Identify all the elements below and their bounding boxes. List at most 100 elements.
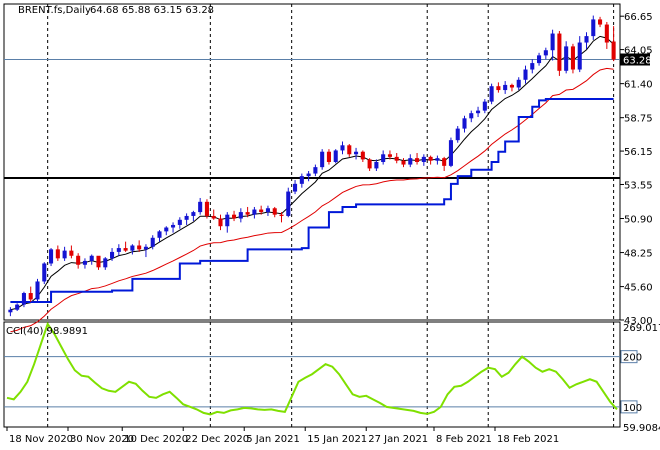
cci-level-box	[620, 400, 638, 414]
bull-candle	[252, 209, 257, 215]
x-tick-label: 8 Feb 2021	[436, 434, 492, 445]
x-tick-label: 22 Dec 2020	[185, 434, 249, 445]
bull-candle	[543, 50, 548, 56]
bull-candle	[35, 281, 40, 300]
bear-candle	[232, 214, 237, 219]
bear-candle	[604, 24, 609, 43]
slow-moving-average	[10, 67, 614, 333]
y-tick-label: 64.05	[624, 46, 653, 57]
bull-candle	[157, 231, 162, 238]
chart-title-symbol: BRENT.fs,Daily	[18, 5, 91, 16]
x-tick-label: 10 Dec 2020	[124, 434, 188, 445]
bull-candle	[191, 212, 196, 216]
bear-candle	[415, 158, 420, 162]
cci-panel-frame	[3, 321, 621, 428]
bull-candle	[523, 69, 528, 80]
bull-candle	[8, 309, 13, 313]
x-tick-label: 18 Nov 2020	[9, 434, 73, 445]
x-tick-label: 5 Jan 2021	[246, 434, 300, 445]
channel-line	[10, 98, 614, 304]
cci-panel	[4, 321, 620, 416]
x-tick-label: 27 Jan 2021	[368, 434, 428, 445]
bull-candle	[374, 162, 379, 169]
cci-tick-label: 269.0172	[623, 323, 660, 334]
bull-candle	[184, 215, 189, 220]
bull-candle	[381, 154, 386, 162]
main-panel	[4, 15, 620, 333]
bear-candle	[611, 41, 616, 60]
bull-candle	[110, 251, 115, 259]
bull-candle	[143, 246, 148, 250]
bear-candle	[211, 215, 216, 219]
cci-title: CCI(40) 98.9891	[6, 326, 88, 337]
bear-candle	[509, 84, 514, 88]
bull-candle	[530, 63, 535, 70]
bear-candle	[204, 201, 209, 216]
bull-candle	[286, 191, 291, 216]
bull-candle	[164, 227, 169, 232]
cci-tick-label: 59.9084	[623, 423, 660, 434]
y-tick-label: 43.00	[624, 316, 653, 327]
bear-candle	[557, 33, 562, 71]
y-tick-label: 53.55	[624, 180, 653, 191]
grid-layer	[3, 3, 621, 428]
bull-candle	[340, 145, 345, 151]
bull-candle	[421, 156, 426, 162]
bull-candle	[313, 167, 318, 174]
bear-candle	[387, 154, 392, 157]
bear-candle	[69, 250, 74, 256]
bull-candle	[577, 42, 582, 70]
bull-candle	[299, 176, 304, 184]
bull-candle	[489, 86, 494, 102]
bull-candle	[503, 84, 508, 91]
bull-candle	[482, 101, 487, 111]
axes: 66.65 64.05 61.40 58.75 56.15 53.55 50.90 48.25…	[6, 12, 660, 445]
bull-candle	[265, 208, 270, 213]
bear-candle	[347, 145, 352, 155]
bull-candle	[89, 255, 94, 261]
bull-candle	[469, 113, 474, 119]
bear-candle	[496, 86, 501, 91]
bull-candle	[333, 150, 338, 162]
bull-candle	[49, 249, 54, 264]
y-tick-label: 61.40	[624, 80, 653, 91]
bull-candle	[354, 151, 359, 155]
x-tick-label: 15 Jan 2021	[307, 434, 367, 445]
cci-level-box	[620, 350, 638, 364]
bear-candle	[570, 46, 575, 70]
bull-candle	[198, 201, 203, 213]
bear-candle	[55, 249, 60, 259]
bear-candle	[394, 156, 399, 161]
fast-moving-average	[10, 35, 614, 311]
current-price-label: 63.28	[623, 55, 652, 66]
bull-candle	[82, 260, 87, 265]
bull-candle	[238, 212, 243, 219]
bear-candle	[367, 159, 372, 169]
main-panel-frame	[3, 3, 621, 321]
y-tick-label: 66.65	[624, 12, 653, 23]
bull-candle	[476, 110, 481, 114]
bear-candle	[272, 208, 277, 215]
bear-candle	[279, 214, 284, 216]
bear-candle	[76, 255, 81, 265]
bull-candle	[103, 258, 108, 268]
y-tick-label: 56.15	[624, 147, 653, 158]
x-tick-label: 18 Feb 2021	[497, 434, 559, 445]
bear-candle	[401, 160, 406, 165]
bull-candle	[293, 183, 298, 192]
bear-candle	[326, 151, 331, 162]
y-tick-label: 48.25	[624, 249, 653, 260]
bear-candle	[28, 293, 33, 300]
bear-candle	[598, 19, 603, 25]
bear-candle	[360, 151, 365, 160]
bear-candle	[123, 248, 128, 251]
bull-candle	[150, 237, 155, 247]
bull-candle	[435, 158, 440, 161]
cci-tick-label: 200	[623, 353, 642, 364]
bull-candle	[462, 118, 467, 129]
bull-candle	[116, 248, 121, 252]
x-tick-label: 30 Nov 2020	[70, 434, 134, 445]
bull-candle	[225, 214, 230, 227]
y-tick-label: 45.60	[624, 283, 653, 294]
bull-candle	[21, 293, 26, 305]
